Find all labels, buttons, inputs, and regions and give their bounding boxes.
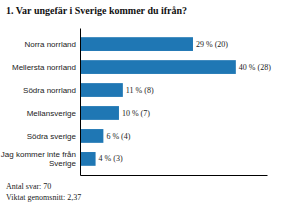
y-tick-label: Mellersta norrland	[12, 63, 76, 72]
annotation-line: Antal svar: 70	[6, 182, 51, 191]
y-tick-label-line: Mellansverige	[27, 109, 77, 118]
y-tick: Mellersta norrland	[12, 63, 76, 72]
y-tick-label-line: Mellersta norrland	[12, 63, 76, 72]
y-tick-label: Jag kommer inte frånSverige	[1, 150, 77, 168]
y-tick-label-line: Södra norrland	[23, 86, 76, 95]
y-tick-label: Södra norrland	[23, 86, 76, 95]
bars	[80, 37, 236, 166]
y-tick-label-line: Sverige	[49, 159, 77, 168]
data-label: 10 % (7)	[122, 109, 150, 118]
data-label: 40 % (28)	[239, 63, 271, 72]
y-tick-label: Södra sverige	[27, 132, 77, 141]
plot: Norra norrland Mellersta norrland Södra no…	[1, 29, 271, 176]
y-tick: Södra sverige	[27, 132, 77, 141]
bar	[80, 83, 123, 97]
data-label: 6 % (4)	[106, 132, 130, 141]
annotation-line: Viktat genomsnitt: 2,37	[6, 193, 81, 202]
y-tick-label: Mellansverige	[27, 109, 77, 118]
y-tick: Mellansverige	[27, 109, 77, 118]
y-tick-label-line: Södra sverige	[27, 132, 77, 141]
data-label: 4 % (3)	[99, 154, 123, 163]
bar	[80, 152, 96, 166]
y-tick-label-line: Norra norrland	[24, 40, 76, 49]
x-axis	[81, 175, 268, 176]
bar	[80, 106, 119, 120]
data-labels: 29 % (20) 40 % (28) 11 % (8) 10 % (7) 6 % (4…	[99, 40, 272, 164]
x-axis-line	[81, 175, 268, 176]
data-label: 29 % (20)	[196, 40, 228, 49]
y-tick: Södra norrland	[23, 86, 76, 95]
y-axis: Norra norrland Mellersta norrland Södra no…	[1, 29, 81, 176]
y-tick: Norra norrland	[24, 40, 76, 49]
title: 1. Var ungefär i Sverige kommer du ifrån…	[6, 5, 187, 16]
annotation: Antal svar: 70 Viktat genomsnitt: 2,37	[6, 182, 81, 202]
bar	[80, 60, 236, 74]
chart: 1. Var ungefär i Sverige kommer du ifrån…	[0, 0, 285, 209]
y-tick: Jag kommer inte frånSverige	[1, 150, 77, 168]
data-label: 11 % (8)	[126, 86, 154, 95]
y-tick-label-line: Jag kommer inte från	[1, 150, 76, 159]
y-tick-label: Norra norrland	[24, 40, 76, 49]
y-axis-line	[80, 29, 81, 176]
bar	[80, 37, 193, 51]
bar	[80, 129, 103, 143]
